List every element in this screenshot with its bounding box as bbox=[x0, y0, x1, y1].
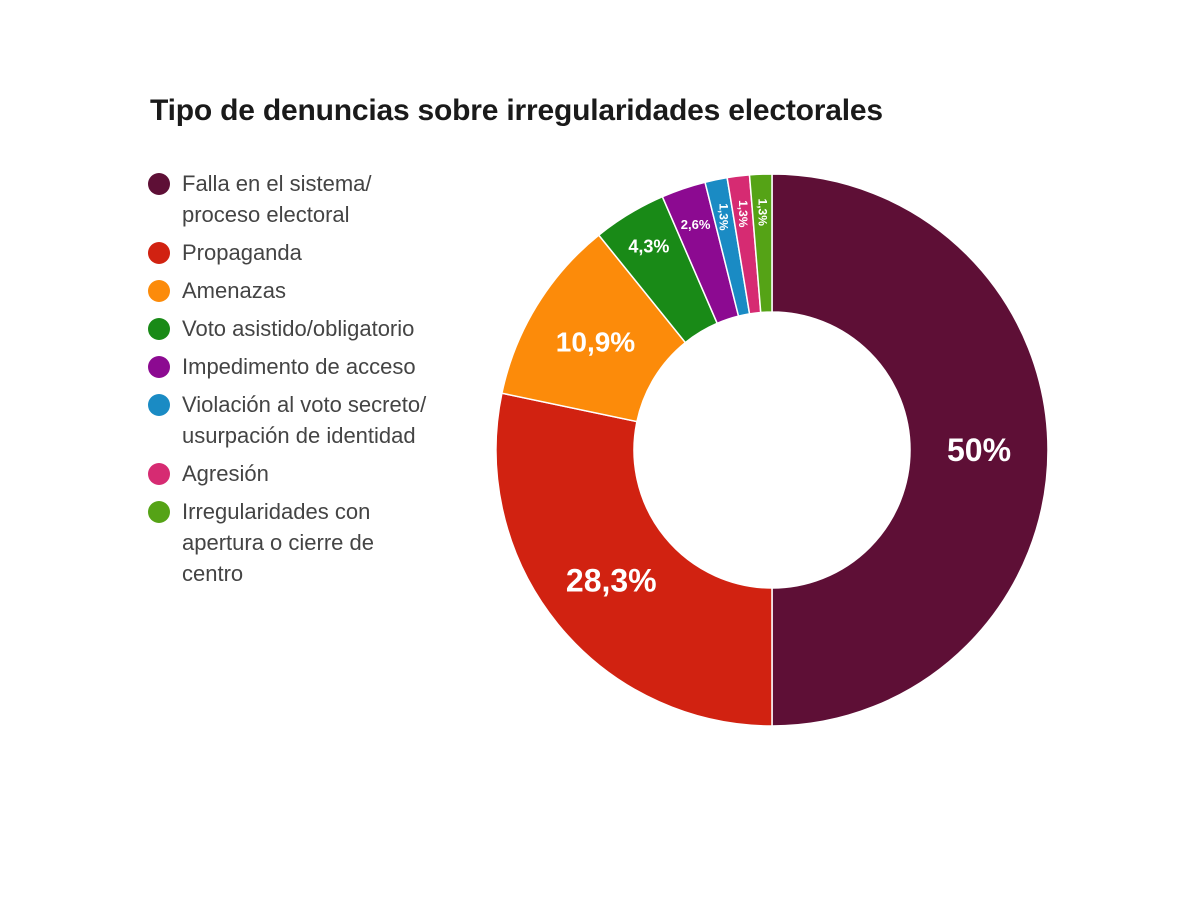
legend-label: Irregularidades con apertura o cierre de… bbox=[182, 499, 374, 586]
data-label: 1,3% bbox=[717, 203, 731, 231]
legend-swatch bbox=[148, 280, 170, 302]
legend-item: Violación al voto secreto/ usurpación de… bbox=[148, 389, 478, 451]
donut-slice bbox=[771, 173, 1049, 727]
legend-swatch bbox=[148, 463, 170, 485]
legend-item: Voto asistido/obligatorio bbox=[148, 313, 478, 344]
legend-label: Violación al voto secreto/ usurpación de… bbox=[182, 392, 427, 448]
chart-legend: Falla en el sistema/ proceso electoral Pr… bbox=[148, 168, 478, 596]
legend-item: Agresión bbox=[148, 458, 478, 489]
legend-label: Agresión bbox=[182, 461, 269, 486]
data-label: 1,3% bbox=[755, 199, 769, 227]
legend-item: Irregularidades con apertura o cierre de… bbox=[148, 496, 478, 589]
chart-title: Tipo de denuncias sobre irregularidades … bbox=[150, 94, 883, 127]
legend-item: Falla en el sistema/ proceso electoral bbox=[148, 168, 478, 230]
legend-item: Amenazas bbox=[148, 275, 478, 306]
donut-slice bbox=[495, 392, 773, 727]
data-label: 50% bbox=[947, 432, 1011, 468]
legend-swatch bbox=[148, 318, 170, 340]
data-label: 2,6% bbox=[681, 217, 711, 232]
legend-label: Amenazas bbox=[182, 278, 286, 303]
legend-swatch bbox=[148, 356, 170, 378]
legend-item: Impedimento de acceso bbox=[148, 351, 478, 382]
legend-label: Impedimento de acceso bbox=[182, 354, 416, 379]
data-label: 4,3% bbox=[628, 236, 669, 256]
legend-label: Propaganda bbox=[182, 240, 302, 265]
data-label: 28,3% bbox=[566, 562, 657, 598]
legend-swatch bbox=[148, 501, 170, 523]
donut-chart: 50% 28,3% 10,9% 4,3% 2,6% 1,3% 1,3% 1,3% bbox=[495, 173, 1049, 727]
donut-slice bbox=[748, 173, 773, 314]
data-label: 10,9% bbox=[556, 326, 635, 357]
legend-label: Voto asistido/obligatorio bbox=[182, 316, 415, 341]
legend-label: Falla en el sistema/ proceso electoral bbox=[182, 171, 372, 227]
legend-swatch bbox=[148, 242, 170, 264]
data-label: 1,3% bbox=[736, 200, 750, 228]
legend-swatch bbox=[148, 173, 170, 195]
legend-item: Propaganda bbox=[148, 237, 478, 268]
legend-swatch bbox=[148, 394, 170, 416]
